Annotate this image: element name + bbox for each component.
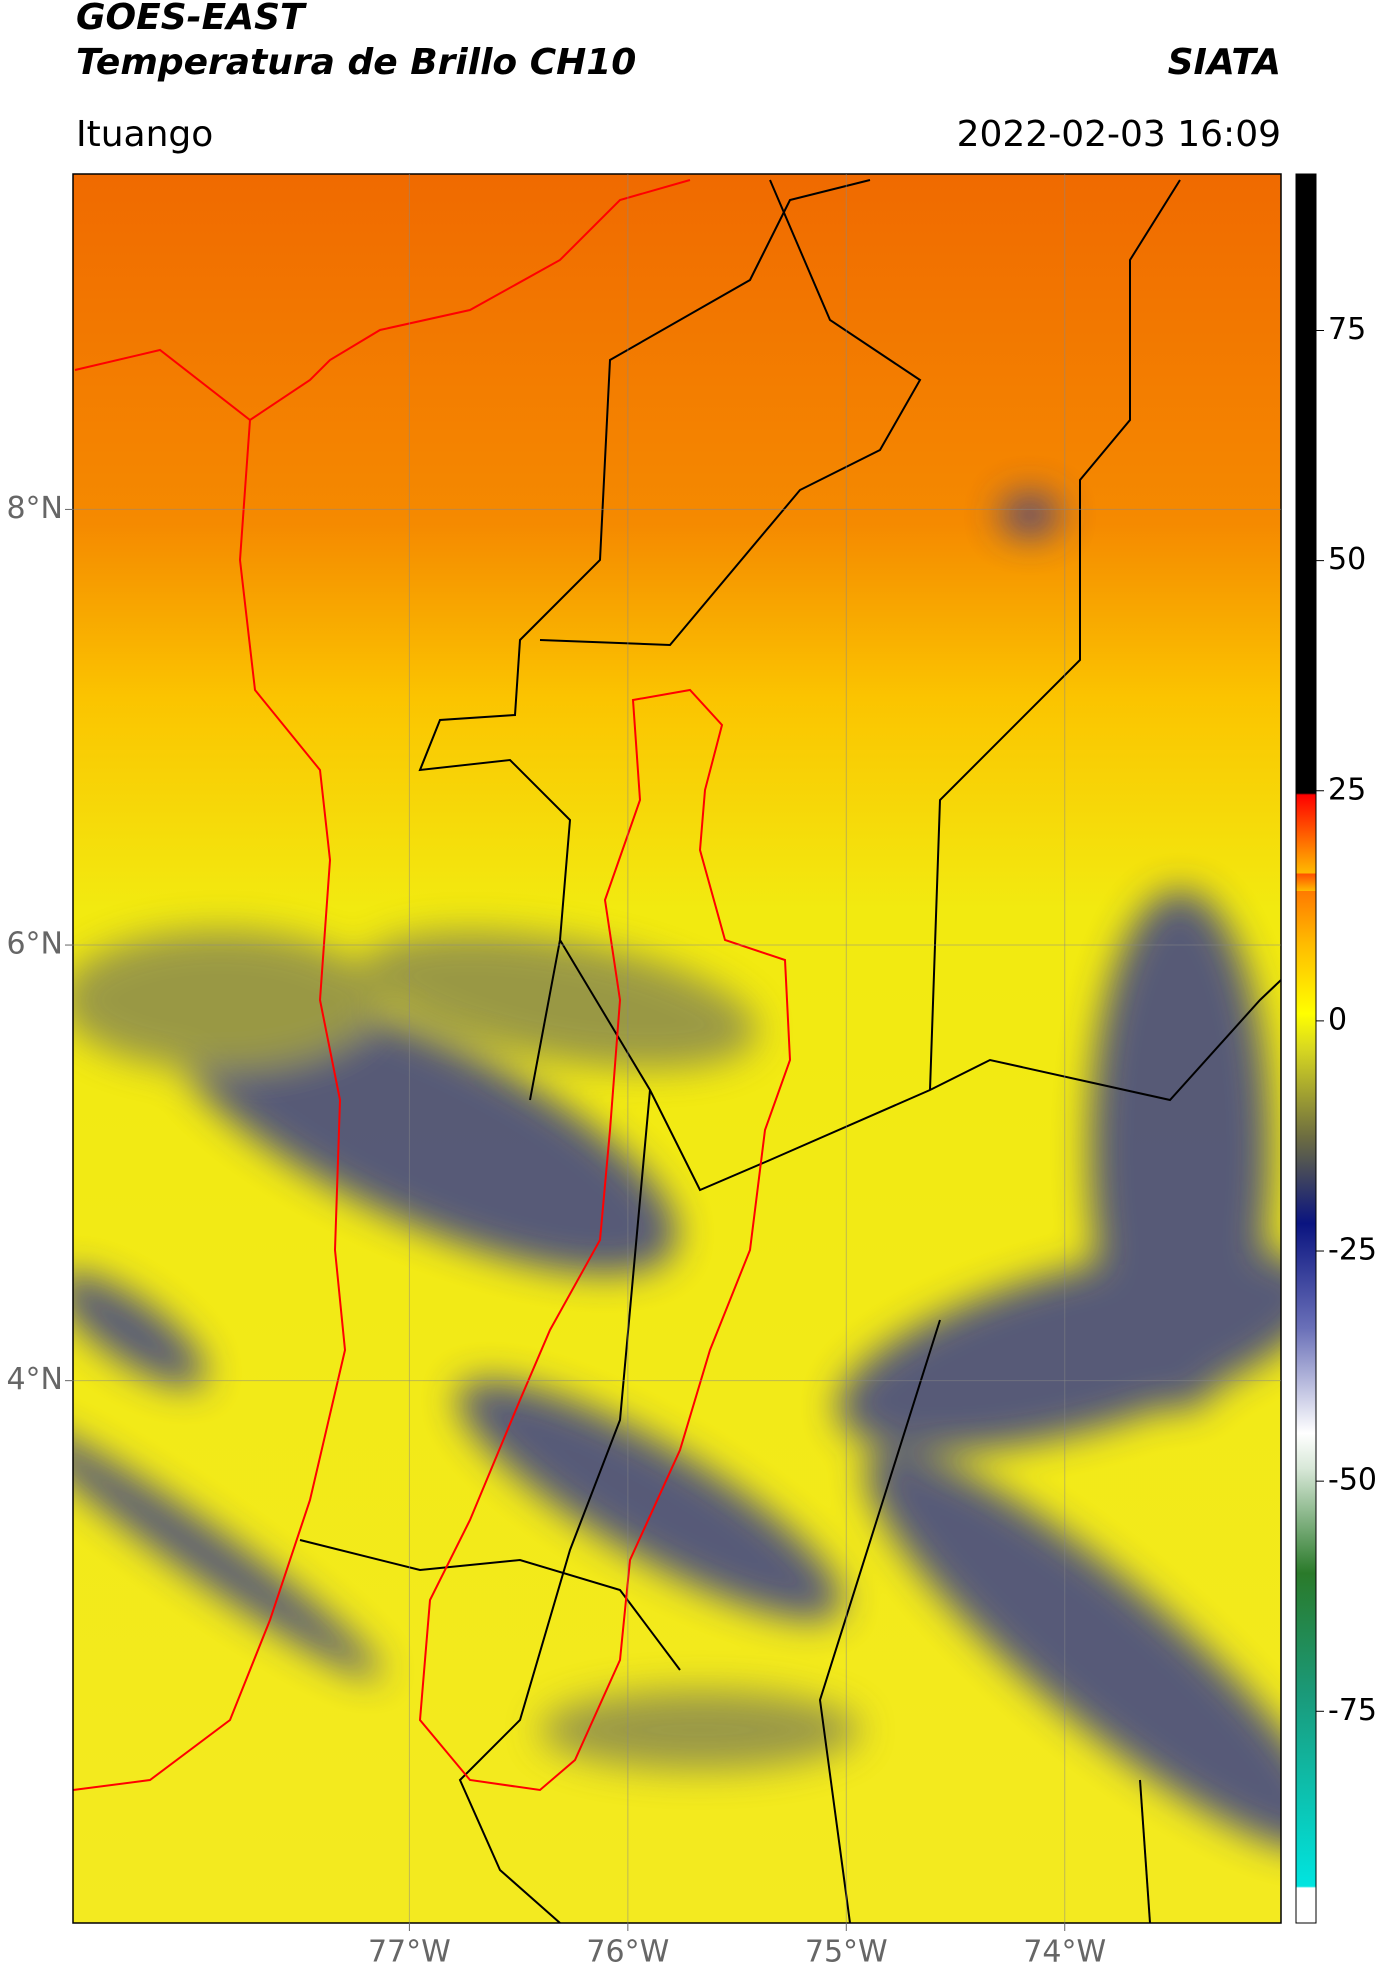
colorbar (1295, 173, 1317, 1924)
x-tick-label: 77°W (368, 1935, 451, 1970)
satellite: GOES-EAST (76, 0, 307, 38)
y-tick-label: 4°N (6, 1362, 63, 1397)
colorbar-tick-label: 50 (1328, 542, 1366, 577)
colorbar-tick-label: -75 (1328, 1693, 1377, 1728)
colorbar-tick-label: -25 (1328, 1233, 1377, 1268)
colorbar-tick-label: 0 (1328, 1002, 1347, 1037)
colorbar-tick-label: 75 (1328, 312, 1366, 347)
map-frame (72, 173, 1282, 1924)
x-tick-label: 76°W (586, 1935, 669, 1970)
colorbar-tick-label: 25 (1328, 772, 1366, 807)
region: Ituango (76, 114, 213, 155)
y-tick-label: 8°N (6, 491, 63, 526)
product: Temperatura de Brillo CH10 (76, 42, 636, 83)
datetime: 2022-02-03 16:09 (957, 114, 1281, 155)
x-tick-label: 75°W (805, 1935, 888, 1970)
map-image (73, 174, 1281, 1923)
y-tick-label: 6°N (6, 927, 63, 962)
source: SIATA (1168, 42, 1281, 83)
x-tick-label: 74°W (1023, 1935, 1106, 1970)
colorbar-tick-label: -50 (1328, 1463, 1377, 1498)
